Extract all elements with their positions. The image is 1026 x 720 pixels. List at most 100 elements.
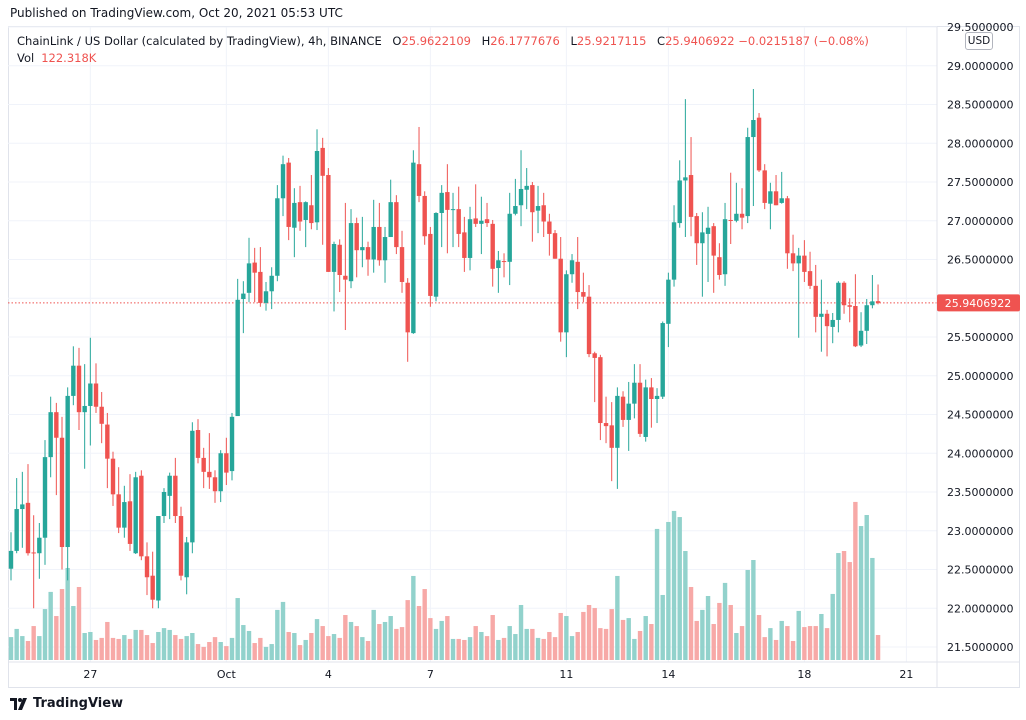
price-tick-label: 22.5000000 <box>947 564 1013 577</box>
tradingview-logo[interactable]: TradingView <box>10 696 123 711</box>
candle <box>275 185 280 282</box>
candle <box>99 392 104 444</box>
candle-body <box>790 253 796 264</box>
price-axis[interactable]: 29.5000000 29.0000000 28.5000000 28.0000000… <box>947 21 1013 654</box>
candle <box>853 274 858 348</box>
time-tick-label: 21 <box>899 668 913 681</box>
candle <box>411 150 416 334</box>
volume-bar <box>241 625 246 660</box>
candle-body <box>535 206 541 211</box>
candle-body <box>637 382 643 434</box>
candle <box>666 272 671 348</box>
volume-bar <box>303 639 308 660</box>
candle-body <box>768 191 773 204</box>
time-tick-label: 27 <box>83 668 97 681</box>
candle-body <box>643 387 648 437</box>
candle-body <box>836 282 841 320</box>
volume-bar <box>297 645 303 660</box>
volume-bar <box>263 646 269 660</box>
volume-bar <box>320 626 325 660</box>
candle-body <box>683 177 688 181</box>
candle-body <box>235 299 240 417</box>
candle <box>445 164 450 254</box>
candle-body <box>382 237 388 261</box>
candle-body <box>377 226 382 261</box>
candle <box>382 226 388 283</box>
candle-body <box>870 301 875 306</box>
candle-body <box>581 292 586 297</box>
candle-body <box>847 305 852 307</box>
candle-body <box>246 263 252 293</box>
candle <box>116 467 121 534</box>
candle-body <box>700 232 705 244</box>
candle-body <box>428 233 433 296</box>
volume-label: Vol <box>17 51 35 65</box>
volume-bar <box>275 609 280 660</box>
brand-name: TradingView <box>33 696 124 711</box>
candle-body <box>501 261 507 263</box>
candle-body <box>705 227 711 234</box>
volume-bar <box>858 526 864 660</box>
candle <box>37 523 42 579</box>
tradingview-logo-icon <box>10 697 27 710</box>
volume-bar <box>802 627 807 660</box>
price-tick-label: 29.0000000 <box>947 60 1013 73</box>
candle <box>694 213 699 265</box>
candle-body <box>275 198 280 276</box>
volume-bar <box>694 620 699 660</box>
candle-body <box>479 220 484 224</box>
candle-body <box>751 120 756 138</box>
candle-body <box>365 247 371 260</box>
candle <box>683 99 688 238</box>
candle <box>241 281 246 334</box>
candle <box>173 457 178 523</box>
currency-button[interactable]: USD <box>965 32 993 50</box>
candle <box>756 113 762 172</box>
volume-bar <box>830 593 835 660</box>
candle <box>592 351 597 403</box>
volume-bar <box>739 626 745 660</box>
volume-bar <box>717 602 722 660</box>
volume-bar <box>405 600 410 660</box>
volume-bar <box>229 637 235 660</box>
candle <box>762 164 767 210</box>
candle <box>326 168 331 272</box>
volume-bar <box>785 626 790 660</box>
candle-body <box>31 552 36 554</box>
volume-bar <box>116 638 121 660</box>
candle-body <box>326 175 331 272</box>
volume-bar <box>592 608 597 660</box>
low-label: L <box>570 34 577 48</box>
volume-bar <box>620 619 626 660</box>
volume-bar <box>377 624 382 660</box>
candle <box>541 192 546 238</box>
candle-body <box>309 205 314 224</box>
volume-bar <box>105 621 110 660</box>
candle <box>246 237 252 303</box>
candle <box>139 470 144 561</box>
candle-body <box>218 453 223 492</box>
candle-body <box>547 221 552 234</box>
candle-body <box>632 382 637 404</box>
candle-body <box>779 198 784 203</box>
candle <box>184 536 189 595</box>
candle <box>632 364 637 419</box>
time-axis[interactable]: 27 Oct 4 7 11 14 18 21 <box>83 668 913 681</box>
high-value: 26.1777676 <box>490 34 560 48</box>
low-value: 25.9217115 <box>576 34 647 48</box>
price-tick-label: 25.0000000 <box>947 370 1013 383</box>
time-tick-label: Oct <box>217 668 237 681</box>
candle <box>660 321 665 399</box>
candle-body <box>48 412 53 458</box>
candle-body <box>467 219 473 258</box>
candle-body <box>541 205 546 222</box>
candle <box>394 195 399 255</box>
candle-body <box>456 209 461 234</box>
candle <box>773 175 779 206</box>
volume-bar <box>445 616 450 660</box>
candle <box>575 237 580 310</box>
volume-bar <box>71 606 76 660</box>
candle-body <box>564 274 569 333</box>
candle-body <box>853 306 858 347</box>
